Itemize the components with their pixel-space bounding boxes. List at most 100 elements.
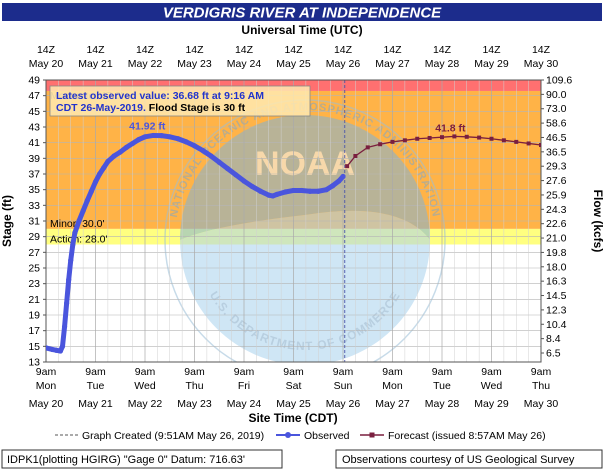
- observed-point: [336, 178, 342, 184]
- x-tick-date: May 26: [326, 398, 361, 410]
- observed-point: [270, 193, 276, 199]
- y-tick-label: 47: [28, 90, 40, 102]
- footer-datum: IDPK1(plotting HGIRG) "Gage 0" Datum: 71…: [7, 454, 245, 466]
- footer: IDPK1(plotting HGIRG) "Gage 0" Datum: 71…: [1, 449, 603, 469]
- flow-tick-label: 8.4: [546, 333, 561, 345]
- observed-point: [111, 153, 117, 159]
- forecast-point: [390, 139, 395, 144]
- x-tick-date: May 29: [474, 398, 509, 410]
- top-tick-date: May 23: [177, 58, 212, 70]
- x-tick-day: Thu: [532, 380, 550, 392]
- flow-tick-label: 36.5: [546, 146, 567, 158]
- forecast-point: [365, 145, 370, 150]
- x-tick-time: 9am: [36, 366, 57, 378]
- observed-point: [241, 178, 247, 184]
- grid-lines: [45, 79, 542, 363]
- info-box-line2-date: CDT 26-May-2019.: [56, 102, 149, 114]
- observed-point: [76, 218, 82, 224]
- observed-point: [249, 183, 255, 190]
- observed-point: [274, 191, 280, 197]
- forecast-point: [464, 134, 469, 139]
- legend-forecast-marker: [369, 432, 375, 438]
- legend-observed-marker: [285, 432, 291, 438]
- x-tick-day: Sun: [334, 380, 353, 392]
- y-tick-label: 29: [28, 231, 40, 243]
- y-tick-label: 13: [28, 357, 40, 369]
- legend: Graph Created (9:51AM May 26, 2019) Obse…: [55, 430, 546, 442]
- flow-tick-label: 14.5: [546, 290, 567, 302]
- band-label-action: Action: 28.0': [50, 234, 107, 246]
- top-tick-date: May 28: [425, 58, 460, 70]
- forecast-point: [539, 143, 541, 148]
- observed-point: [299, 187, 305, 194]
- observed-point: [66, 277, 72, 283]
- forecast-point: [452, 134, 457, 139]
- forecast-point: [440, 135, 444, 140]
- x-tick-date: May 20: [29, 398, 64, 410]
- observed-point: [70, 241, 76, 248]
- series: [46, 132, 541, 354]
- observed-point: [307, 188, 313, 194]
- info-box-line2: CDT 26-May-2019. Flood Stage is 30 ft: [56, 102, 246, 114]
- forecast-point: [489, 136, 494, 141]
- y-tick-label: 49: [28, 75, 40, 87]
- observed-peak-label: 41.92 ft: [129, 120, 166, 132]
- observed-point: [183, 139, 189, 145]
- top-tick-time: 14Z: [482, 44, 501, 56]
- forecast-point: [415, 136, 420, 141]
- observed-point: [216, 159, 222, 165]
- observed-point: [49, 346, 55, 353]
- observed-point: [233, 172, 239, 178]
- x-tick-day: Fri: [238, 380, 250, 392]
- observed-point: [191, 143, 198, 149]
- top-tick-time: 14Z: [334, 44, 353, 56]
- x-tick-time: 9am: [283, 366, 304, 378]
- info-box-line1: Latest observed value: 36.68 ft at 9:16 …: [56, 90, 264, 102]
- top-tick-date: May 24: [227, 58, 262, 70]
- flow-tick-label: 24.3: [546, 204, 567, 216]
- top-tick-time: 14Z: [37, 44, 56, 56]
- y-tick-label: 15: [28, 341, 40, 353]
- flow-tick-label: 10.4: [546, 319, 567, 331]
- observed-point: [175, 136, 181, 142]
- flow-tick-label: 58.6: [546, 118, 567, 130]
- observed-point: [101, 165, 107, 171]
- x-tick-day: Tue: [87, 380, 105, 392]
- observed-point: [290, 187, 297, 194]
- x-tick-day: Wed: [481, 380, 503, 392]
- noaa-text: NOAA: [255, 145, 355, 183]
- top-tick-date: May 30: [524, 58, 559, 70]
- flow-tick-label: 21.0: [546, 233, 567, 245]
- observed-point: [57, 348, 64, 354]
- x-tick-time: 9am: [85, 366, 106, 378]
- top-tick-time: 14Z: [235, 44, 254, 56]
- y2-axis-title: Flow (kcfs): [591, 190, 604, 253]
- y-tick-label: 31: [28, 216, 40, 228]
- flow-tick-label: 25.9: [546, 189, 567, 201]
- x-tick-time: 9am: [333, 366, 354, 378]
- info-box-flood-stage: Flood Stage is 30 ft: [149, 102, 246, 114]
- x-tick-date: May 28: [425, 398, 460, 410]
- top-tick-date: May 25: [276, 58, 311, 70]
- top-tick-date: May 29: [474, 58, 509, 70]
- flow-tick-label: 16.3: [546, 276, 567, 288]
- top-tick-time: 14Z: [86, 44, 105, 56]
- forecast-point: [345, 164, 350, 169]
- legend-graph-created-label: Graph Created (9:51AM May 26, 2019): [82, 430, 264, 442]
- x-tick-day: Sat: [286, 380, 302, 392]
- chart-title: VERDIGRIS RIVER AT INDEPENDENCE: [163, 5, 442, 22]
- observed-point: [323, 187, 330, 193]
- forecast-point: [378, 142, 383, 147]
- x-tick-time: 9am: [234, 366, 255, 378]
- top-tick-time: 14Z: [185, 44, 204, 56]
- top-tick-time: 14Z: [433, 44, 452, 56]
- top-tick-date: May 27: [375, 58, 410, 70]
- x-tick-day: Mon: [382, 380, 403, 392]
- x-tick-day: Thu: [185, 380, 203, 392]
- info-box: Latest observed value: 36.68 ft at 9:16 …: [49, 85, 311, 117]
- observed-point: [68, 257, 74, 263]
- legend-observed-label: Observed: [304, 430, 350, 442]
- forecast-point: [501, 138, 506, 143]
- top-tick-time: 14Z: [532, 44, 551, 56]
